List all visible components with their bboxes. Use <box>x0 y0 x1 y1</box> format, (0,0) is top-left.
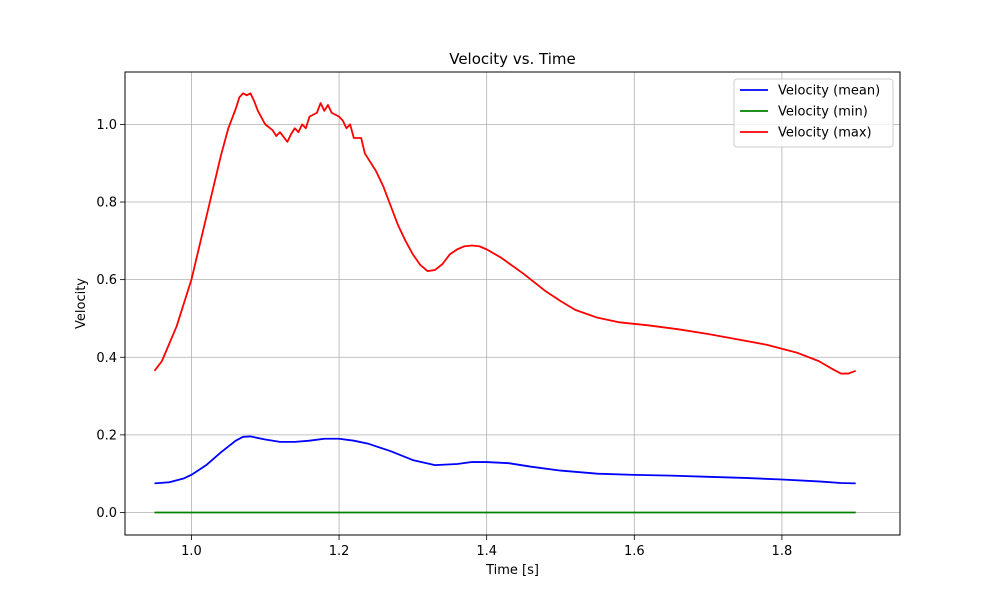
plot-frame <box>124 71 901 536</box>
series-line-3 <box>153 92 857 375</box>
legend-label: Velocity (min) <box>778 105 868 120</box>
y-tick-label: 0.0 <box>96 506 117 521</box>
y-tick-label: 0.2 <box>96 428 117 443</box>
series-line-1 <box>154 435 856 485</box>
x-tick-label: 1.4 <box>476 544 497 559</box>
legend-label: Velocity (max) <box>778 126 872 141</box>
y-tick-label: 0.8 <box>96 196 117 211</box>
chart-title: Velocity vs. Time <box>449 50 576 68</box>
legend-box <box>733 78 894 148</box>
y-tick-label: 0.4 <box>96 351 117 366</box>
plot-series <box>153 92 857 514</box>
x-tick-label: 1.8 <box>772 544 793 559</box>
x-tick-label: 1.6 <box>624 544 645 559</box>
legend: Velocity (mean) Velocity (min) Velocity (m… <box>733 78 894 148</box>
legend-label: Velocity (mean) <box>778 84 880 99</box>
axis-ticks: 1.0 1.2 1.4 1.6 1.8 0.0 0.2 0.4 0.6 0.8 1.0 <box>96 118 792 559</box>
x-tick-label: 1.2 <box>329 544 350 559</box>
x-tick-label: 1.0 <box>181 544 202 559</box>
y-axis-label: Velocity <box>74 278 89 329</box>
y-tick-label: 1.0 <box>96 118 117 133</box>
y-tick-label: 0.6 <box>96 273 117 288</box>
x-axis-label: Time [s] <box>485 563 539 578</box>
